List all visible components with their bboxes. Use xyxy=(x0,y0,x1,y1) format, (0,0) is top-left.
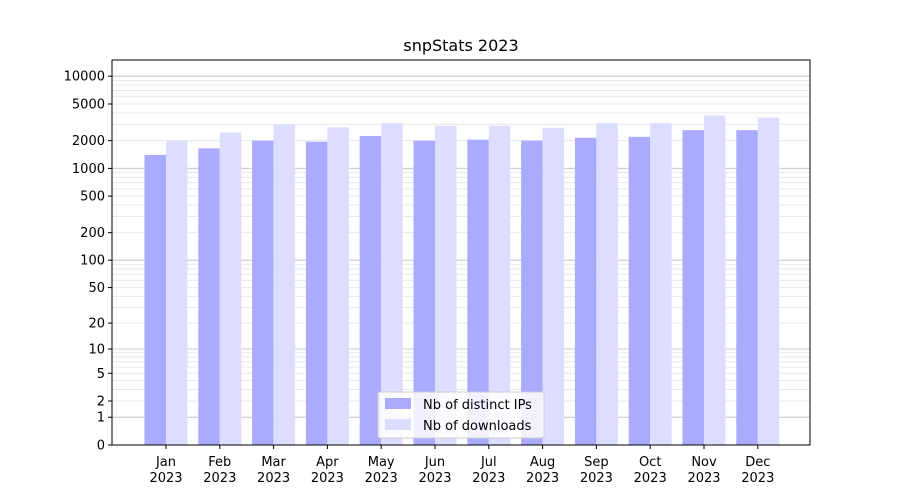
x-tick-label-year: 2023 xyxy=(418,471,451,486)
y-tick-label: 5000 xyxy=(72,97,105,112)
bar-distinct-ips xyxy=(574,137,597,445)
y-tick-label: 200 xyxy=(80,226,105,241)
legend-swatch-downloads xyxy=(385,419,411,430)
bar-downloads xyxy=(704,115,726,446)
legend-box xyxy=(377,391,545,439)
bar-distinct-ips xyxy=(252,140,274,446)
x-tick-label-month: Jul xyxy=(480,455,497,470)
x-tick-label-year: 2023 xyxy=(687,471,720,486)
bar-distinct-ips xyxy=(144,154,166,445)
plot-frame xyxy=(111,59,811,446)
y-tick-label: 50 xyxy=(88,281,105,296)
x-tick-label-year: 2023 xyxy=(580,471,613,486)
x-tick-label-month: Nov xyxy=(691,455,717,470)
y-tick-label: 5 xyxy=(97,367,105,382)
x-tick-label-year: 2023 xyxy=(257,471,290,486)
y-tick-label: 0 xyxy=(97,439,105,454)
bar-downloads xyxy=(381,123,403,446)
bar-downloads xyxy=(596,123,618,446)
bar-distinct-ips xyxy=(521,140,543,446)
y-tick-label: 2 xyxy=(97,395,105,410)
y-tick-label: 500 xyxy=(80,190,105,205)
bar-distinct-ips xyxy=(198,148,220,445)
x-tick-label-year: 2023 xyxy=(149,471,182,486)
bar-downloads xyxy=(166,140,188,446)
bar-downloads xyxy=(327,127,349,445)
y-tick-label: 20 xyxy=(88,317,105,332)
y-tick-label: 10000 xyxy=(64,70,105,85)
x-tick-label-month: Dec xyxy=(745,455,770,470)
bar-distinct-ips xyxy=(736,130,758,445)
bar-downloads xyxy=(488,125,511,445)
bar-distinct-ips xyxy=(682,130,704,445)
x-tick-label-year: 2023 xyxy=(526,471,559,486)
y-tick-label: 10 xyxy=(88,342,105,357)
bar-downloads xyxy=(435,125,457,445)
x-tick-label-year: 2023 xyxy=(311,471,344,486)
legend-label-distinct-ips: Nb of distinct IPs xyxy=(423,398,532,413)
x-tick-label-year: 2023 xyxy=(741,471,774,486)
x-tick-label-year: 2023 xyxy=(472,471,505,486)
legend-label-downloads: Nb of downloads xyxy=(423,419,532,434)
bar-distinct-ips xyxy=(467,139,489,446)
chart-title: snpStats 2023 xyxy=(403,36,518,55)
y-tick-label: 2000 xyxy=(72,134,105,149)
x-tick-label-month: May xyxy=(368,455,395,470)
x-tick-label-month: Aug xyxy=(530,455,555,470)
bar-distinct-ips xyxy=(413,140,435,446)
bar-distinct-ips xyxy=(359,135,382,445)
y-tick-label: 1000 xyxy=(72,162,105,177)
bars xyxy=(144,115,780,446)
legend: Nb of distinct IPs Nb of downloads xyxy=(377,391,545,439)
bar-distinct-ips xyxy=(628,136,651,446)
x-tick-label-month: Jan xyxy=(155,455,176,470)
x-axis: Jan2023Feb2023Mar2023Apr2023May2023Jun20… xyxy=(149,445,774,486)
x-tick-label-month: Jun xyxy=(424,455,445,470)
bar-downloads xyxy=(757,117,780,445)
bar-downloads xyxy=(650,123,672,446)
x-tick-label-month: Apr xyxy=(316,455,339,470)
bar-downloads xyxy=(542,127,565,446)
x-tick-label-month: Sep xyxy=(584,455,609,470)
bar-downloads xyxy=(273,124,296,446)
x-tick-label-month: Feb xyxy=(208,455,231,470)
bar-distinct-ips xyxy=(305,141,328,445)
x-tick-label-month: Oct xyxy=(639,455,661,470)
y-tick-label: 100 xyxy=(80,254,105,269)
x-tick-label-year: 2023 xyxy=(634,471,667,486)
x-tick-label-month: Mar xyxy=(261,455,286,470)
x-tick-label-year: 2023 xyxy=(365,471,398,486)
x-tick-label-year: 2023 xyxy=(203,471,236,486)
y-axis: 0 12 5 10 20 50 100 200 500 1000 2000 5000 10000 xyxy=(64,70,112,454)
y-tick-label: 1 xyxy=(97,411,105,426)
legend-swatch-distinct-ips xyxy=(385,398,411,409)
bar-downloads xyxy=(219,132,242,445)
